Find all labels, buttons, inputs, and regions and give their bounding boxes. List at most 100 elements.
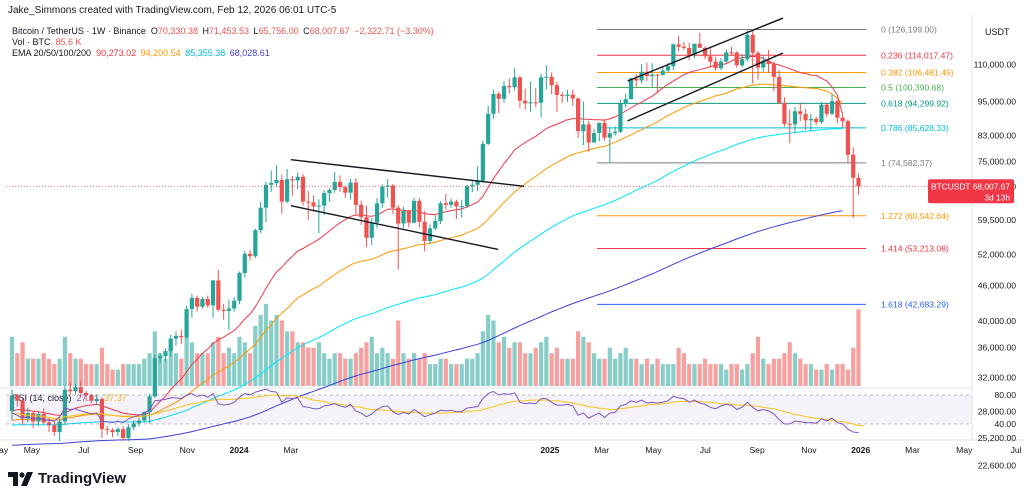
rsi-label[interactable]: RSI (14, close) (12, 393, 72, 403)
candle-body (829, 101, 835, 114)
volume-bar (798, 358, 803, 386)
ema20-value: 90,273.02 (96, 48, 137, 58)
candle-body (660, 70, 665, 75)
candle-body (512, 77, 517, 88)
volume-bar (89, 364, 94, 386)
fib-level-label: 0.5 (100,390.68) (881, 83, 944, 93)
volume-bar (269, 320, 274, 386)
volume-bar (676, 347, 681, 386)
rsi-line (11, 388, 859, 434)
fib-level-label: 0.618 (94,299.92) (881, 99, 949, 109)
candle-body (369, 222, 374, 238)
candle-body (628, 78, 634, 100)
candle-body (750, 34, 755, 53)
time-tick-label: Nov (180, 445, 196, 455)
volume-bar (507, 347, 512, 386)
volume-bar (565, 358, 570, 386)
volume-bar (713, 364, 718, 386)
ema-label[interactable]: EMA 20/50/100/200 (12, 48, 92, 58)
ema100-value: 85,355.38 (185, 48, 226, 58)
candle-body (311, 202, 316, 207)
candle-body (110, 430, 115, 433)
volume-bar (168, 347, 173, 386)
candle-body (158, 356, 163, 359)
volume-bar (808, 364, 813, 386)
time-tick-label: May (24, 445, 41, 455)
volume-bar (46, 358, 52, 386)
candle-body (575, 98, 581, 132)
candle-body (300, 176, 306, 202)
volume-bar (327, 358, 332, 386)
candle-body (195, 297, 200, 307)
brand-name: TradingView (38, 470, 127, 487)
volume-bar (480, 331, 485, 386)
volume-bar (401, 353, 406, 386)
candle-body (449, 201, 454, 205)
volume-bar (216, 336, 221, 386)
candle-body (173, 335, 179, 339)
candle-body (491, 93, 496, 114)
volume-bar (851, 347, 856, 386)
candle-body (189, 297, 194, 310)
candles (6, 29, 972, 442)
symbol-title[interactable]: Bitcoin / TetherUS · 1W · Binance (12, 26, 146, 36)
volume-bar (253, 325, 258, 386)
candle-body (523, 100, 528, 104)
volume-bar (549, 353, 554, 386)
ema20-line (11, 55, 844, 416)
candle-body (184, 309, 189, 338)
volume-bar (433, 364, 438, 386)
volume-bar (195, 353, 200, 386)
candle-body (570, 94, 575, 99)
volume-bar (300, 342, 306, 386)
candle-body (105, 429, 110, 431)
volume-bar (501, 336, 507, 386)
volume-bar (110, 369, 115, 386)
ema50-value: 94,200.54 (140, 48, 181, 58)
volume-bar (115, 369, 120, 386)
candle-body (702, 47, 708, 57)
volume-label[interactable]: Vol · BTC (12, 37, 51, 47)
volume-bar (803, 364, 808, 386)
price-tick-label: 36,000.00 (978, 343, 1016, 353)
volume-bar (427, 364, 433, 386)
volume-bar (83, 364, 89, 386)
rsi-band (6, 395, 972, 424)
volume-bar (613, 358, 618, 386)
candle-body (533, 102, 538, 104)
fib-level-label: 0.786 (85,628.33) (881, 123, 949, 133)
tradingview-logo[interactable]: TradingView (8, 470, 126, 487)
close-label: C (303, 26, 310, 36)
volume-bar (242, 342, 247, 386)
time-tick-label: Mar (283, 445, 298, 455)
volume-bar (438, 358, 443, 386)
volume-bar (411, 353, 417, 386)
candle-body (438, 203, 443, 221)
candle-body (782, 102, 787, 124)
candle-body (443, 203, 448, 205)
time-tick-label: Sep (128, 445, 144, 455)
volume-bar (385, 353, 390, 386)
volume-bar (353, 353, 358, 386)
candle-body (745, 34, 750, 60)
price-tick-label: 32,000.00 (978, 372, 1016, 382)
volume-bar (237, 336, 242, 386)
volume-bar (311, 347, 316, 386)
candle-body (89, 395, 94, 401)
volume-bar (597, 358, 602, 386)
volume-bar (618, 353, 623, 386)
trendlines[interactable] (290, 17, 784, 251)
volume-bar (443, 358, 448, 386)
volume-bar (538, 342, 544, 386)
rsi-pane (6, 388, 972, 434)
candle-body (359, 204, 364, 218)
volume-bar (835, 364, 840, 386)
volume-bar (258, 314, 263, 386)
volume-bar (41, 353, 46, 386)
volume-bar (205, 353, 210, 386)
volume-value: 85.6 K (55, 37, 82, 47)
rsi-value: 27.91 (76, 393, 100, 403)
price-tick-label: 52,000.00 (978, 249, 1016, 259)
candle-body (697, 43, 702, 48)
